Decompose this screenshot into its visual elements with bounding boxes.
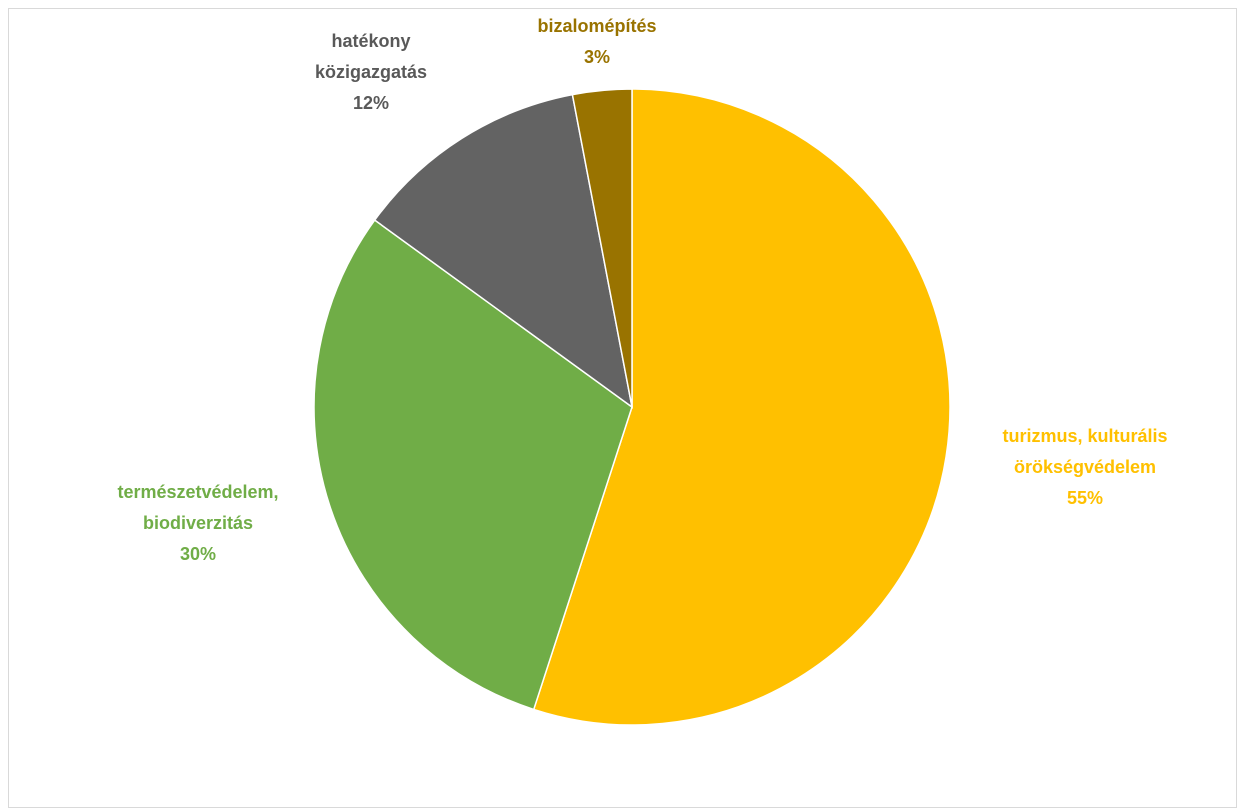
slice-label: bizalomépítés 3%	[537, 16, 656, 67]
slice-category-label: bizalomépítés	[537, 16, 656, 36]
pie-slice	[313, 219, 633, 711]
slice-label: természetvédelem, biodiverzitás 30%	[117, 482, 278, 564]
slice-category-label: természetvédelem,	[117, 482, 278, 502]
slice-label: hatékony közigazgatás 12%	[315, 31, 427, 113]
slice-percent-label: 3%	[584, 47, 610, 67]
slice-category-label: biodiverzitás	[143, 513, 253, 533]
slice-percent-label: 12%	[353, 93, 389, 113]
slice-category-label: turizmus, kulturális	[1002, 426, 1167, 446]
pie-slice	[532, 88, 951, 726]
slice-percent-label: 30%	[180, 544, 216, 564]
pie-slice	[373, 93, 634, 409]
pie-slices	[313, 88, 951, 726]
slice-label: turizmus, kulturális örökségvédelem 55%	[1002, 426, 1167, 508]
slice-category-label: hatékony	[331, 31, 410, 51]
slice-category-label: közigazgatás	[315, 62, 427, 82]
slice-percent-label: 55%	[1067, 488, 1103, 508]
pie-slice	[571, 88, 633, 408]
slice-category-label: örökségvédelem	[1014, 457, 1156, 477]
pie-labels: turizmus, kulturális örökségvédelem 55% ter…	[117, 16, 1167, 564]
